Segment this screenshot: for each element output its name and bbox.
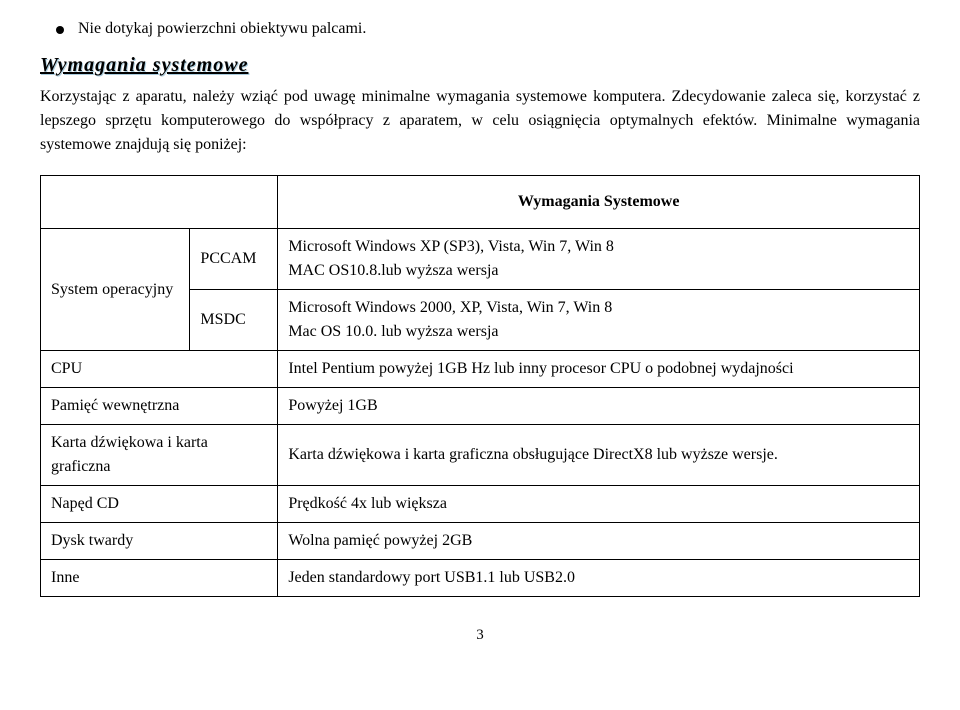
other-label: Inne (41, 560, 278, 597)
table-row: Pamięć wewnętrzna Powyżej 1GB (41, 388, 920, 425)
bullet-icon (56, 26, 64, 34)
table-row: Napęd CD Prędkość 4x lub większa (41, 486, 920, 523)
cpu-val: Intel Pentium powyżej 1GB Hz lub inny pr… (278, 351, 920, 388)
table-header-row: Wymagania Systemowe (41, 176, 920, 229)
table-row: System operacyjny PCCAM Microsoft Window… (41, 229, 920, 290)
intro-paragraph: Korzystając z aparatu, należy wziąć pod … (40, 85, 920, 157)
table-row: CPU Intel Pentium powyżej 1GB Hz lub inn… (41, 351, 920, 388)
os-val2: Microsoft Windows 2000, XP, Vista, Win 7… (278, 290, 920, 351)
blank-header (41, 176, 278, 229)
os-val1: Microsoft Windows XP (SP3), Vista, Win 7… (278, 229, 920, 290)
cpu-label: CPU (41, 351, 278, 388)
table-row: Karta dźwiękowa i karta graficzna Karta … (41, 425, 920, 486)
table-row: Dysk twardy Wolna pamięć powyżej 2GB (41, 523, 920, 560)
other-val: Jeden standardowy port USB1.1 lub USB2.0 (278, 560, 920, 597)
os-sub2: MSDC (190, 290, 278, 351)
cd-label: Napęd CD (41, 486, 278, 523)
bullet-text: Nie dotykaj powierzchni obiektywu palcam… (78, 20, 366, 38)
page-number: 3 (40, 627, 920, 644)
bullet-item: Nie dotykaj powierzchni obiektywu palcam… (56, 20, 920, 38)
section-heading: Wymagania systemowe (40, 54, 920, 77)
requirements-table: Wymagania Systemowe System operacyjny PC… (40, 175, 920, 597)
hdd-label: Dysk twardy (41, 523, 278, 560)
mem-val: Powyżej 1GB (278, 388, 920, 425)
requirements-header: Wymagania Systemowe (278, 176, 920, 229)
hdd-val: Wolna pamięć powyżej 2GB (278, 523, 920, 560)
card-label: Karta dźwiękowa i karta graficzna (41, 425, 278, 486)
table-row: Inne Jeden standardowy port USB1.1 lub U… (41, 560, 920, 597)
os-label: System operacyjny (41, 229, 190, 351)
cd-val: Prędkość 4x lub większa (278, 486, 920, 523)
os-sub1: PCCAM (190, 229, 278, 290)
card-val: Karta dźwiękowa i karta graficzna obsług… (278, 425, 920, 486)
mem-label: Pamięć wewnętrzna (41, 388, 278, 425)
